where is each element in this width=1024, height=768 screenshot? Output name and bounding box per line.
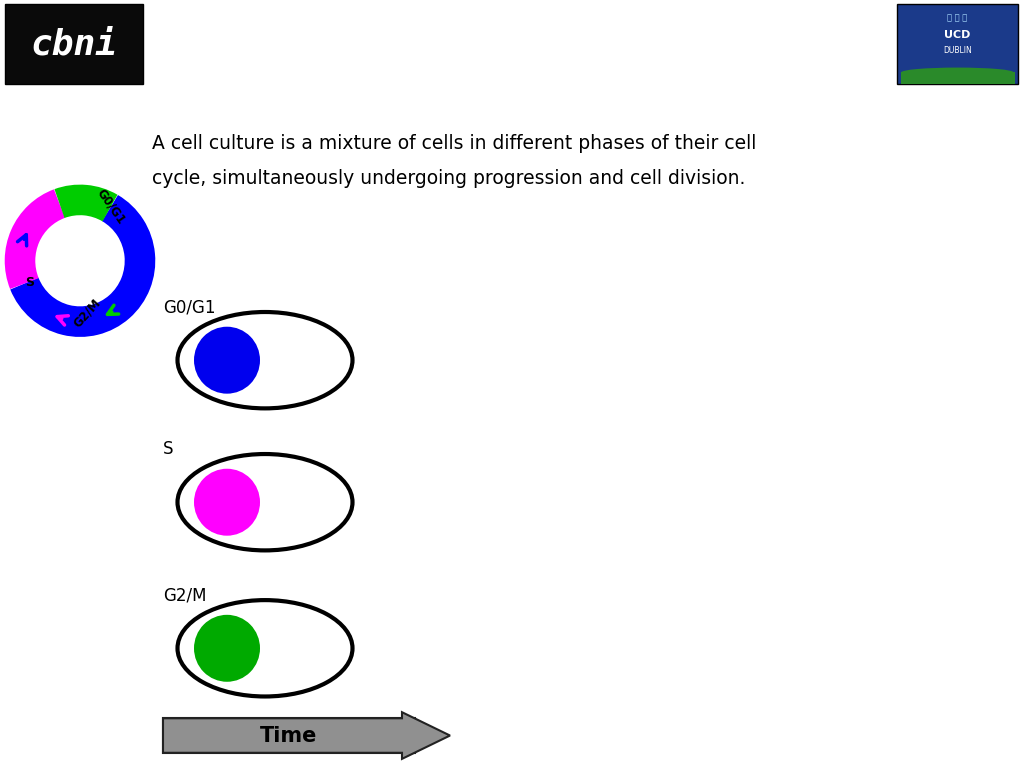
Text: DUBLIN: DUBLIN xyxy=(943,46,972,55)
Text: G0/G1: G0/G1 xyxy=(94,186,128,227)
FancyArrow shape xyxy=(163,712,450,759)
Text: S: S xyxy=(163,441,173,458)
FancyBboxPatch shape xyxy=(5,5,143,84)
Ellipse shape xyxy=(177,600,352,697)
Text: A cell culture is a mixture of cells in different phases of their cell: A cell culture is a mixture of cells in … xyxy=(152,134,757,153)
Text: 🏛 🏛 🏛: 🏛 🏛 🏛 xyxy=(947,13,968,22)
Bar xyxy=(901,71,1015,84)
Text: Time: Time xyxy=(260,726,317,746)
Ellipse shape xyxy=(177,454,352,551)
Text: G2/M: G2/M xyxy=(71,296,103,330)
FancyBboxPatch shape xyxy=(897,5,1018,84)
Text: S: S xyxy=(25,276,34,289)
FancyBboxPatch shape xyxy=(163,718,415,753)
Wedge shape xyxy=(901,68,1014,72)
Text: cbni: cbni xyxy=(31,27,117,61)
Circle shape xyxy=(194,468,260,536)
Circle shape xyxy=(194,326,260,394)
Circle shape xyxy=(194,615,260,682)
Text: cycle, simultaneously undergoing progression and cell division.: cycle, simultaneously undergoing progres… xyxy=(152,170,745,188)
Ellipse shape xyxy=(177,312,352,409)
Text: UCD: UCD xyxy=(944,30,971,41)
Text: G2/M: G2/M xyxy=(163,587,207,604)
Text: Proliferation of a cell culture: Proliferation of a cell culture xyxy=(275,30,749,58)
Text: G0/G1: G0/G1 xyxy=(163,299,215,316)
